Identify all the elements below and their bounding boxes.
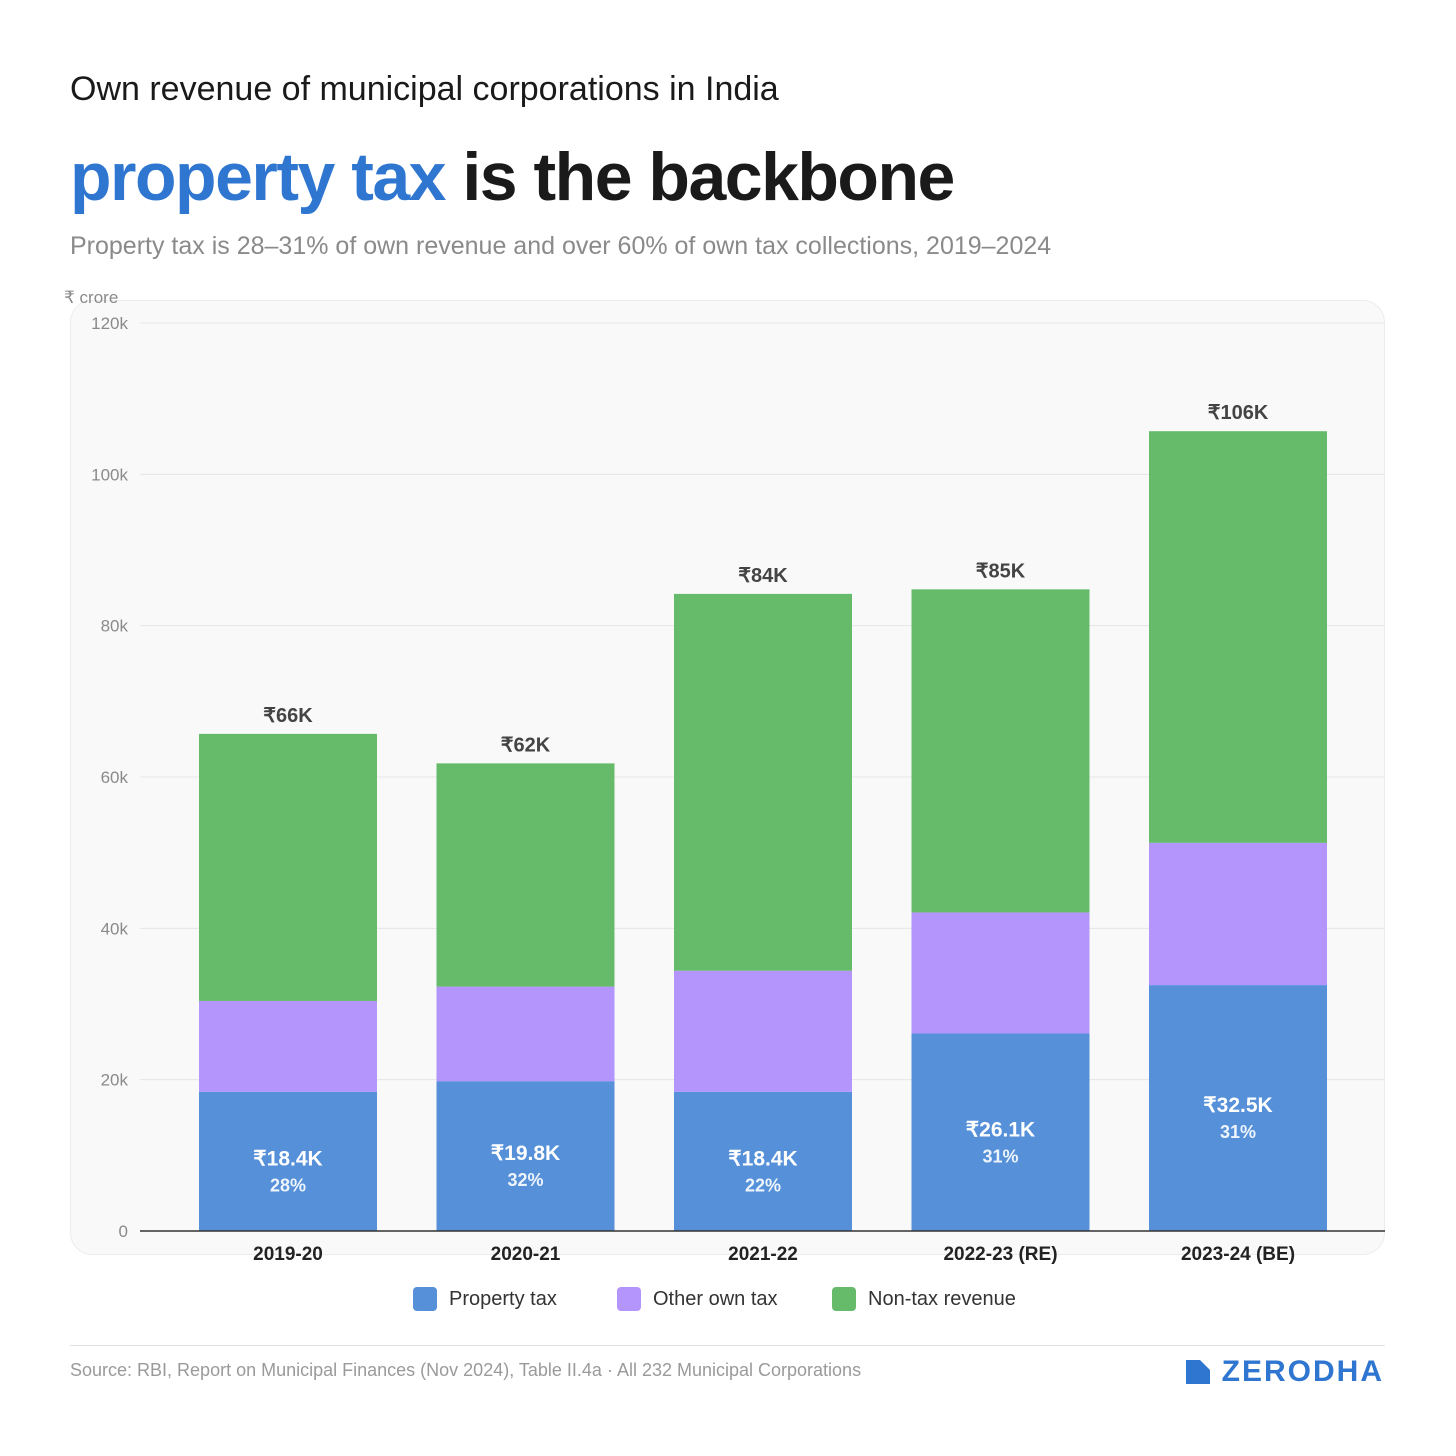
y-tick-label: 60k [101,768,129,787]
x-tick-label: 2023-24 (BE) [1181,1244,1295,1265]
zerodha-logo-icon [1185,1360,1210,1384]
y-tick-label: 40k [101,919,129,938]
property-tax-share-label: 22% [745,1175,781,1195]
total-value-label: ₹85K [976,560,1026,582]
property-tax-value-label: ₹18.4K [728,1147,797,1170]
bar-segment-other-own-tax [911,912,1090,1034]
bar-segment-other-own-tax [436,986,615,1082]
chart-legend: Property tax Other own tax Non-tax revenue [0,1287,1456,1317]
y-tick-label: 100k [91,465,128,484]
footer-divider [70,1345,1385,1346]
legend-label: Property tax [449,1287,557,1310]
headline-rest: is the backbone [462,139,955,215]
bar-segment-property-tax [674,1091,852,1231]
legend-swatch [832,1287,856,1311]
property-tax-value-label: ₹18.4K [253,1147,322,1170]
chart-kicker: Own revenue of municipal corporations in… [70,70,779,108]
y-tick-label: 120k [91,314,128,333]
brand-name: ZERODHA [1221,1355,1384,1388]
x-tick-label: 2022-23 (RE) [943,1244,1057,1265]
total-value-label: ₹62K [501,734,551,756]
stacked-bar-chart: 0 20k 40k 60k 80k 100k 120k ₹66K ₹18.4K 28% 2019-2… [91,314,1385,1265]
legend-label: Non-tax revenue [868,1287,1016,1310]
bar-segment-property-tax [1149,985,1327,1231]
legend-item: Other own tax [617,1287,778,1311]
bar-segment-other-own-tax [199,1000,377,1092]
chart-subtitle: Property tax is 28–31% of own revenue an… [70,232,1052,260]
bar-segment-property-tax [436,1081,615,1231]
property-tax-value-label: ₹32.5K [1203,1094,1272,1117]
total-value-label: ₹84K [738,565,788,587]
bar-segment-other-own-tax [1149,842,1327,986]
bar-segment-non-tax-revenue [199,733,377,1001]
y-tick-label: 80k [101,617,129,636]
property-tax-share-label: 32% [507,1170,543,1190]
bar-segment-non-tax-revenue [436,763,615,987]
bar-segment-property-tax [199,1091,377,1231]
x-tick-label: 2019-20 [253,1244,323,1265]
total-value-label: ₹106K [1208,402,1269,424]
bar-segment-property-tax [911,1033,1090,1231]
y-tick-label: 20k [101,1071,129,1090]
legend-item: Non-tax revenue [832,1287,1016,1311]
property-tax-share-label: 31% [1220,1122,1256,1142]
total-value-label: ₹66K [263,705,313,727]
property-tax-share-label: 31% [982,1146,1018,1166]
legend-swatch [617,1287,641,1311]
legend-label: Other own tax [653,1287,778,1310]
brand-logo: ZERODHA [1185,1355,1384,1389]
property-tax-value-label: ₹26.1K [966,1118,1035,1141]
property-tax-value-label: ₹19.8K [491,1142,560,1165]
legend-swatch [413,1287,437,1311]
x-tick-label: 2021-22 [728,1244,798,1265]
bar-segment-other-own-tax [674,970,852,1092]
bar-segment-non-tax-revenue [911,589,1090,913]
headline-highlight: property tax [70,139,447,215]
y-tick-label: 0 [119,1222,128,1241]
source-note: Source: RBI, Report on Municipal Finance… [70,1360,862,1380]
bar-segment-non-tax-revenue [1149,431,1327,843]
bar-segment-non-tax-revenue [674,593,852,971]
legend-item: Property tax [413,1287,557,1311]
property-tax-share-label: 28% [270,1175,306,1195]
y-axis-unit-label: ₹ crore [64,288,119,307]
chart-headline: property tax is the backbone [70,138,955,216]
x-tick-label: 2020-21 [491,1244,561,1265]
